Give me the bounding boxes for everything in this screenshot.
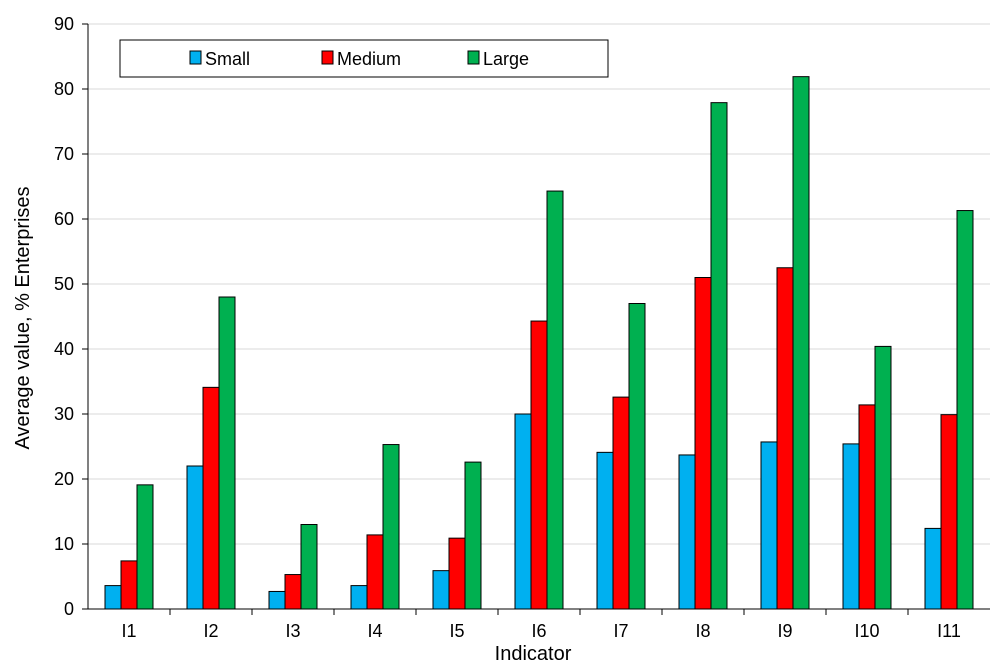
bar-medium-i9 <box>776 267 794 610</box>
y-tick-label: 70 <box>54 144 74 164</box>
legend-swatch-medium <box>321 50 334 65</box>
bar-large-i7 <box>628 303 646 610</box>
y-tick-label: 50 <box>54 274 74 294</box>
y-axis-title: Average value, % Enterprises <box>12 186 34 449</box>
bar-medium-i1 <box>120 560 138 610</box>
bar-small-i8 <box>678 454 696 610</box>
legend-label-medium: Medium <box>337 49 401 69</box>
gridlines <box>88 23 990 545</box>
bar-small-i10 <box>842 443 860 610</box>
bar-small-i9 <box>760 441 778 610</box>
y-tick-label: 90 <box>54 14 74 34</box>
x-tick-label: I3 <box>285 621 300 641</box>
bar-large-i1 <box>136 484 154 610</box>
bar-medium-i6 <box>530 320 548 610</box>
bar-large-i8 <box>710 102 728 610</box>
bar-large-i4 <box>382 444 400 610</box>
x-tick-label: I6 <box>531 621 546 641</box>
bar-small-i7 <box>596 451 614 610</box>
bar-large-i6 <box>546 190 564 610</box>
bar-small-i3 <box>268 590 286 610</box>
y-tick-label: 40 <box>54 339 74 359</box>
y-tick-label: 30 <box>54 404 74 424</box>
x-tick-label: I1 <box>121 621 136 641</box>
bar-large-i11 <box>956 210 974 610</box>
x-tick-label: I9 <box>777 621 792 641</box>
bar-medium-i11 <box>940 414 958 610</box>
bar-large-i3 <box>300 524 318 610</box>
bar-small-i5 <box>432 570 450 610</box>
bar-medium-i3 <box>284 574 302 610</box>
y-tick-label: 60 <box>54 209 74 229</box>
bar-medium-i7 <box>612 396 630 610</box>
x-tick-label: I7 <box>613 621 628 641</box>
y-tick-label: 20 <box>54 469 74 489</box>
bar-medium-i8 <box>694 277 712 610</box>
bar-medium-i10 <box>858 404 876 610</box>
x-tick-label: I2 <box>203 621 218 641</box>
y-tick-label: 0 <box>64 599 74 619</box>
axes <box>82 23 990 615</box>
x-axis-title: Indicator <box>495 643 572 665</box>
bar-small-i2 <box>186 465 204 610</box>
bars <box>104 76 974 610</box>
bar-large-i2 <box>218 296 236 610</box>
bar-medium-i4 <box>366 534 384 610</box>
y-tick-label: 80 <box>54 79 74 99</box>
legend-label-large: Large <box>483 49 529 69</box>
x-tick-label: I10 <box>854 621 879 641</box>
bar-small-i11 <box>924 527 942 610</box>
bar-medium-i2 <box>202 386 220 610</box>
y-tick-label: 10 <box>54 534 74 554</box>
x-tick-label: I5 <box>449 621 464 641</box>
bar-large-i10 <box>874 345 892 610</box>
legend-swatch-small <box>189 50 202 65</box>
tick-labels: 0 10 20 30 40 50 60 70 80 90 I1 I2 I3 I4 I5 I6 I7 I8 I9 I10… <box>54 14 961 641</box>
bar-medium-i5 <box>448 537 466 610</box>
legend-label-small: Small <box>205 49 250 69</box>
x-tick-label: I4 <box>367 621 382 641</box>
legend-swatch-large <box>467 50 480 65</box>
legend: Small Medium Large <box>119 39 609 78</box>
bar-large-i9 <box>792 76 810 610</box>
bar-large-i5 <box>464 461 482 610</box>
bar-small-i1 <box>104 585 122 610</box>
bar-small-i4 <box>350 585 368 610</box>
bar-small-i6 <box>514 413 532 610</box>
x-tick-label: I8 <box>695 621 710 641</box>
x-tick-label: I11 <box>937 621 961 641</box>
